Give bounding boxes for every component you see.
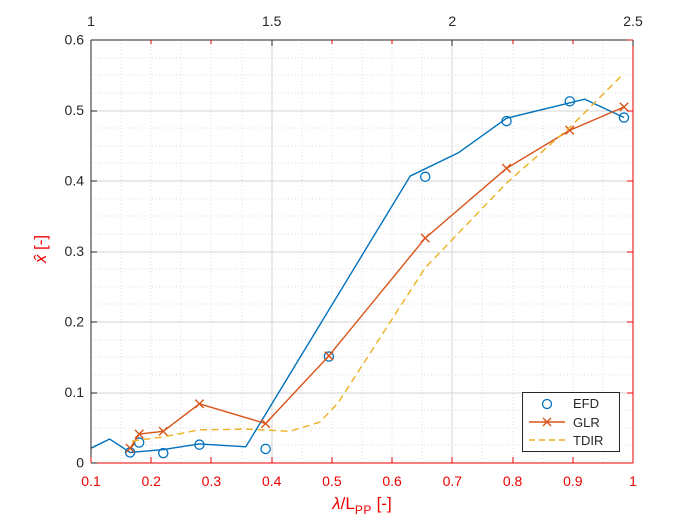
x-tick-label: 0.3 [202,473,222,489]
y-tick-label: 0.3 [65,243,85,259]
legend-entry-glr: GLR [528,414,615,431]
glr-marker-x [501,163,512,174]
legend-label-tdir: TDIR [573,432,604,448]
efd-marker-circle [501,115,512,127]
y-tick-label: 0.4 [65,173,85,189]
legend-swatch-circle [541,398,553,409]
x-axis-label-subscript: PP [354,503,372,517]
top-x-tick-label: 1 [87,13,95,29]
y-tick-label: 0.1 [65,384,85,400]
x-tick-label: 0.5 [322,473,342,489]
glr-marker-x [420,233,430,243]
x-tick-label: 0.6 [382,473,402,489]
tdir-dashed-line-swatch [529,439,565,441]
y-tick-label: 0.2 [65,314,85,330]
glr-line-x-marker-swatch [529,417,565,427]
tdir-line [131,72,625,442]
x-tick-label: 0.1 [81,473,101,489]
legend-entry-tdir: TDIR [528,432,615,449]
x-axis-label-lambda: λ [332,494,341,513]
efd-line [90,98,625,454]
legend-label-glr: GLR [573,414,600,430]
series [90,72,630,459]
efd-marker-circle [323,351,335,362]
glr-marker-x [134,429,144,439]
efd-marker-circle [618,112,630,123]
y-axis-label-xhat: x̂ [31,254,50,264]
efd-marker-circle [158,447,169,459]
glr-line [129,106,625,449]
legend-entry-efd: EFD [528,395,615,412]
x-tick-label: 0.9 [563,473,583,489]
y-axis-label: x̂ [-] [31,235,51,263]
glr-marker-x [324,351,334,361]
tick-marks [90,39,634,464]
y-tick-label: 0.5 [65,102,85,118]
glr-markers [125,102,629,453]
legend-swatch-x [542,417,552,427]
efd-marker-circle [419,171,431,183]
x-tick-label: 1 [629,473,637,489]
x-axis-label: λ/LPP [-] [91,494,633,517]
x-tick-label: 0.7 [443,473,463,489]
glr-marker-x [565,125,575,135]
efd-marker-circle [194,439,205,450]
x-axis-label-mid: /L [340,494,355,513]
glr-marker-x [158,426,168,436]
top-x-tick-label: 2 [448,13,456,29]
x-tick-label: 0.2 [141,473,161,489]
glr-marker-x [125,443,135,453]
efd-marker-circle [564,96,576,107]
efd-markers [124,96,630,459]
glr-marker-x [619,102,629,112]
legend: EFD GLR TDIR [522,392,620,452]
y-tick-label: 0.6 [65,32,85,48]
top-x-tick-label: 2.5 [623,13,643,29]
efd-marker-circle [260,443,271,455]
x-tick-label: 0.8 [503,473,523,489]
efd-circle-marker-swatch [541,398,553,409]
y-tick-label: 0 [76,455,84,471]
top-x-tick-label: 1.5 [262,13,282,29]
glr-marker-x [194,399,205,409]
x-tick-label: 0.4 [262,473,282,489]
tick-labels: 0.1 0.2 0.3 0.4 0.5 0.6 0.7 0.8 0.9 1 1 1.5 2 2.5 0 0.1… [65,13,643,489]
y-axis-label-units: [-] [31,234,50,255]
legend-label-efd: EFD [573,396,599,412]
glr-marker-x [260,418,271,429]
x-axis-label-units: [-] [371,494,392,513]
